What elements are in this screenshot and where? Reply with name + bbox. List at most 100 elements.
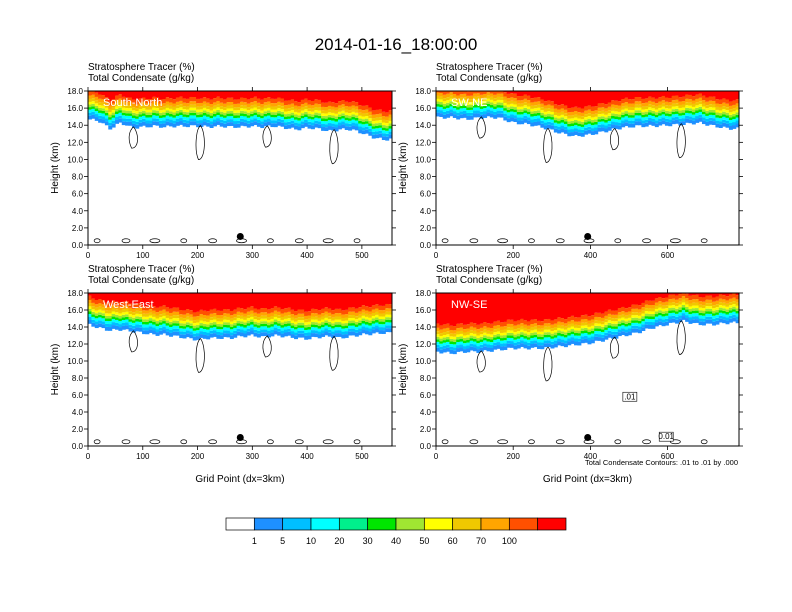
tracer-band xyxy=(196,91,201,99)
tracer-band xyxy=(104,91,109,98)
tracer-band xyxy=(560,117,565,120)
tracer-band xyxy=(307,311,312,316)
tracer-band xyxy=(449,95,454,99)
tracer-band xyxy=(290,309,295,315)
tracer-band xyxy=(469,95,474,100)
tracer-band xyxy=(300,327,305,331)
tracer-band xyxy=(364,118,369,122)
tracer-band xyxy=(115,317,119,320)
tracer-band xyxy=(256,122,261,127)
tracer-band xyxy=(179,328,184,332)
tracer-band xyxy=(300,104,305,108)
tracer-band xyxy=(216,318,221,322)
tracer-band xyxy=(584,130,589,135)
tracer-band xyxy=(708,100,713,105)
tracer-band xyxy=(283,105,288,109)
tracer-band xyxy=(260,104,265,108)
tracer-band xyxy=(233,121,238,125)
tracer-band xyxy=(270,312,275,316)
tracer-band xyxy=(614,334,619,339)
tracer-band xyxy=(563,340,568,344)
tracer-band xyxy=(104,118,109,122)
tracer-band xyxy=(216,329,221,332)
tracer-band xyxy=(202,112,207,116)
tracer-band xyxy=(614,314,619,319)
tracer-band xyxy=(479,347,484,352)
tracer-band xyxy=(131,293,136,305)
tracer-band xyxy=(321,293,326,309)
tracer-band xyxy=(229,91,234,98)
tracer-band xyxy=(334,118,339,122)
tracer-band xyxy=(324,107,329,111)
tracer-band xyxy=(104,315,109,319)
tracer-band xyxy=(216,334,221,339)
tracer-band xyxy=(439,341,444,344)
tracer-band xyxy=(661,322,666,327)
tracer-band xyxy=(648,118,653,121)
tracer-band xyxy=(361,124,366,128)
tracer-band xyxy=(192,118,197,122)
colorbar-label: 1 xyxy=(252,536,257,546)
tracer-band xyxy=(597,127,602,132)
tracer-band xyxy=(580,315,585,320)
y-tick-label: 6.0 xyxy=(72,190,84,199)
tracer-band xyxy=(587,109,592,114)
tracer-band xyxy=(348,325,353,329)
tracer-band xyxy=(705,308,710,312)
tracer-band xyxy=(523,105,528,108)
tracer-band xyxy=(327,312,332,317)
tracer-band xyxy=(668,308,673,311)
tracer-band xyxy=(722,106,727,110)
panel-title-line-2: Total Condensate (g/kg) xyxy=(88,275,194,286)
tracer-band xyxy=(627,120,632,124)
tracer-band xyxy=(503,340,508,344)
tracer-band xyxy=(294,315,299,319)
tracer-band xyxy=(273,106,278,110)
tracer-band xyxy=(712,121,717,125)
tracer-band xyxy=(594,106,599,111)
tracer-band xyxy=(462,332,467,336)
tracer-band xyxy=(334,324,339,328)
tracer-band xyxy=(212,98,217,103)
tracer-band xyxy=(108,125,113,130)
tracer-band xyxy=(388,131,392,135)
tracer-band xyxy=(533,113,538,116)
tracer-band xyxy=(148,112,153,115)
tracer-band xyxy=(469,115,474,120)
tracer-band xyxy=(88,107,92,110)
y-tick-label: 8.0 xyxy=(420,374,432,383)
tracer-band xyxy=(233,330,238,334)
tracer-band xyxy=(570,118,575,121)
tracer-band xyxy=(300,313,305,318)
tracer-band xyxy=(668,91,673,98)
tracer-band xyxy=(547,111,552,114)
tracer-band xyxy=(226,111,231,114)
tracer-band xyxy=(229,102,234,106)
tracer-band xyxy=(256,330,261,334)
tracer-band xyxy=(158,310,163,315)
tracer-band xyxy=(290,115,295,118)
tracer-band xyxy=(483,114,488,118)
tracer-band xyxy=(118,316,123,319)
tracer-band xyxy=(158,293,163,307)
tracer-band xyxy=(712,313,717,316)
tracer-band xyxy=(452,97,457,101)
tracer-band xyxy=(267,320,271,323)
tracer-band xyxy=(624,122,629,127)
contour-line xyxy=(555,439,565,445)
tracer-band xyxy=(246,120,251,124)
tracer-band xyxy=(483,326,488,330)
tracer-band xyxy=(641,117,646,121)
contour-line xyxy=(121,439,131,445)
tracer-band xyxy=(654,117,659,121)
tracer-band xyxy=(577,132,582,137)
tracer-band xyxy=(104,101,109,105)
tracer-band xyxy=(449,98,454,102)
colorbar-label: 100 xyxy=(502,536,517,546)
tracer-band xyxy=(675,295,679,300)
tracer-band xyxy=(725,91,730,100)
tracer-band xyxy=(182,109,187,112)
tracer-band xyxy=(381,310,386,314)
tracer-band xyxy=(182,331,187,335)
tracer-band xyxy=(229,326,234,330)
